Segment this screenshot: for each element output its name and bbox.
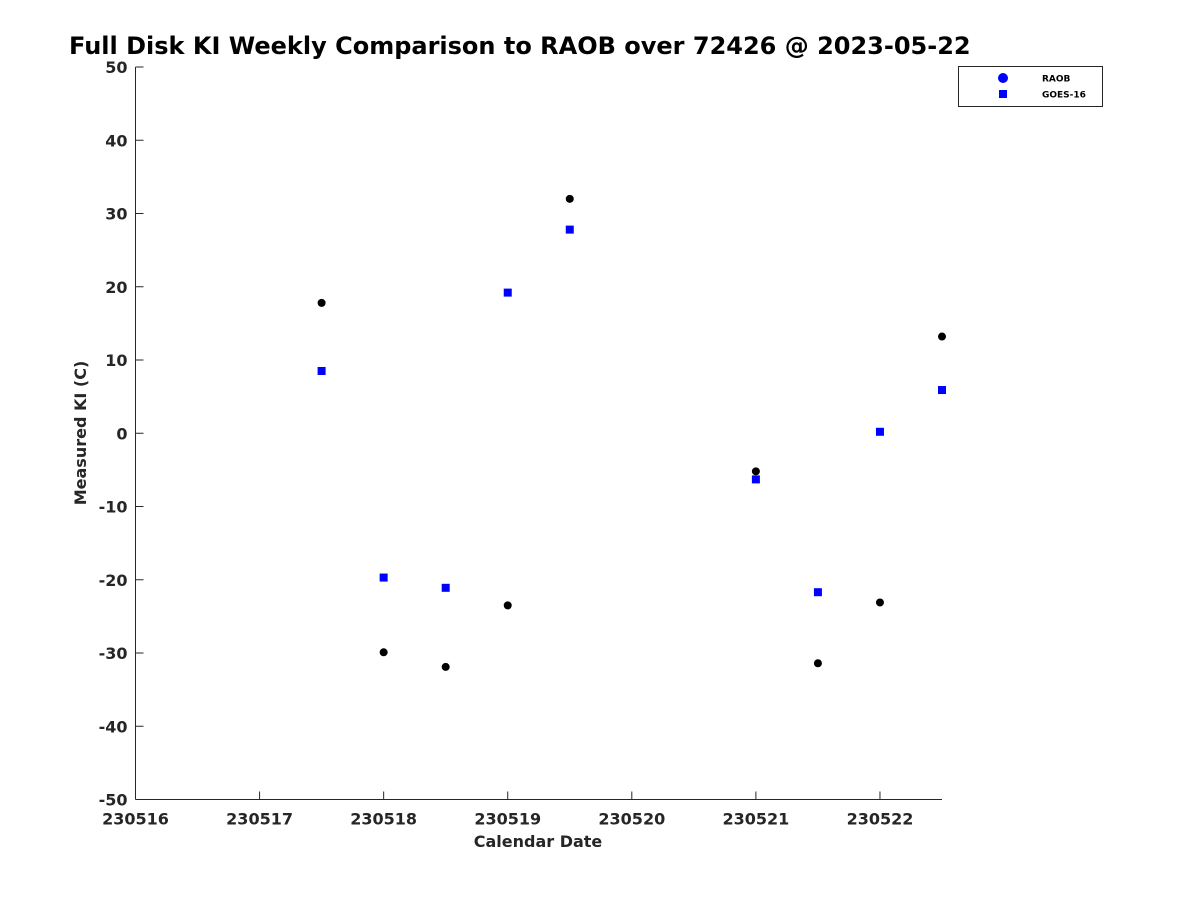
legend-goes-16-label: GOES-16 [1042, 91, 1086, 101]
raob-point [503, 601, 512, 610]
x-tick-label: 230516 [102, 810, 169, 829]
y-tick-label: -30 [99, 644, 128, 663]
y-tick-label: -20 [99, 571, 128, 590]
y-tick-label: 40 [105, 131, 127, 150]
raob-point [813, 659, 822, 668]
goes-16-point [938, 386, 946, 395]
x-tick-label: 230522 [847, 810, 914, 829]
x-axis-ticks: 230516 230517 230518 230519 230520 230521 2305… [102, 791, 914, 829]
raob-point [379, 648, 388, 657]
chart-title: Full Disk KI Weekly Comparison to RAOB o… [69, 32, 971, 60]
goes-16-point [503, 288, 512, 297]
y-axis-label: Measured KI (C) [71, 361, 90, 506]
goes-16-point [875, 427, 884, 436]
raob-point [565, 194, 574, 203]
raob-point [875, 598, 884, 607]
legend: RAOB GOES-16 [958, 66, 1103, 107]
legend-raob-label: RAOB [1042, 75, 1071, 85]
raob-point [751, 467, 760, 476]
goes-16-point [317, 366, 326, 375]
y-tick-label: -50 [99, 791, 128, 810]
x-tick-label: 230517 [226, 810, 293, 829]
goes-16-point [441, 583, 450, 592]
y-tick-label: -40 [99, 717, 128, 736]
raob-point [317, 298, 326, 307]
x-tick-label: 230520 [598, 810, 665, 829]
goes-16-point [565, 225, 574, 234]
legend-goes-16-marker [999, 90, 1007, 98]
raob-point [441, 662, 450, 671]
x-tick-label: 230519 [474, 810, 541, 829]
y-tick-label: 20 [105, 278, 127, 297]
raob-point [938, 332, 946, 341]
x-tick-label: 230521 [722, 810, 789, 829]
y-tick-label: 0 [116, 424, 127, 443]
x-axis-label: Calendar Date [474, 832, 603, 851]
legend-raob-marker [998, 73, 1008, 83]
x-tick-label: 230518 [350, 810, 417, 829]
y-axis-ticks: 50 40 30 20 10 0 -10 -20 -30 -40 -50 [99, 58, 144, 810]
y-tick-label: 30 [105, 205, 127, 224]
goes-16-point [813, 588, 822, 597]
y-tick-label: 50 [105, 58, 127, 77]
y-tick-label: -10 [99, 498, 128, 517]
legend-box [958, 66, 1103, 107]
goes-16-point [379, 573, 388, 582]
goes-16-point [751, 475, 760, 484]
plot-axes [135, 67, 942, 800]
y-tick-label: 10 [105, 351, 127, 370]
data-points [317, 194, 946, 671]
